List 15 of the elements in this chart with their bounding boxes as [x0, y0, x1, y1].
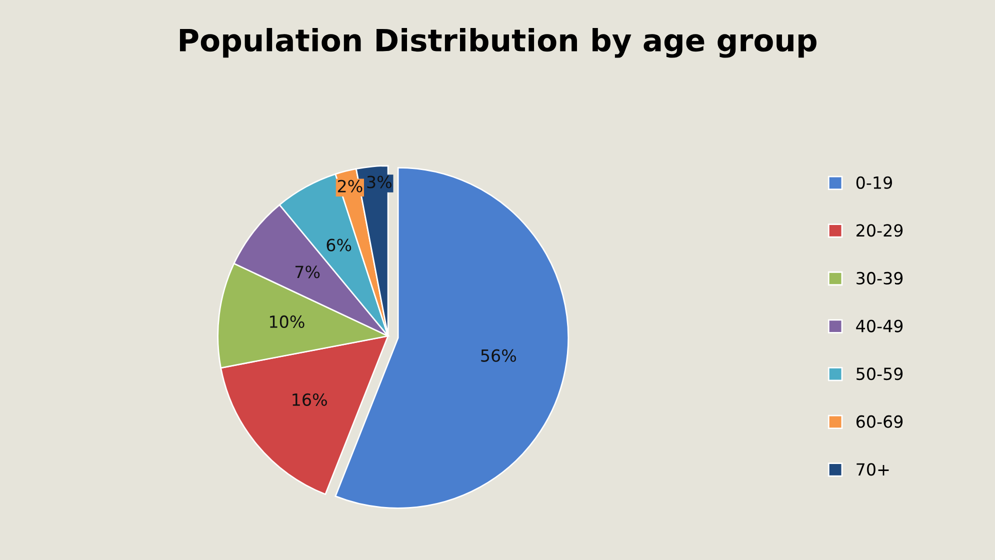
legend-label: 30-39 — [856, 272, 903, 285]
legend-label: 20-29 — [856, 224, 903, 237]
data-label: 6% — [326, 238, 352, 252]
legend-label: 50-59 — [856, 368, 903, 380]
chart-title: Population Distribution by age group — [180, 28, 816, 58]
legend-label: 0-19 — [856, 176, 892, 189]
legend-label: 70+ — [856, 463, 889, 476]
legend-label: 40-49 — [856, 320, 903, 332]
data-label: 2% — [338, 180, 362, 192]
data-label: 10% — [270, 315, 304, 328]
data-label: 7% — [295, 266, 320, 278]
data-label: 56% — [481, 349, 516, 362]
data-label: 3% — [367, 176, 392, 188]
data-label: 16% — [292, 393, 327, 406]
legend-label: 60-69 — [856, 415, 903, 428]
